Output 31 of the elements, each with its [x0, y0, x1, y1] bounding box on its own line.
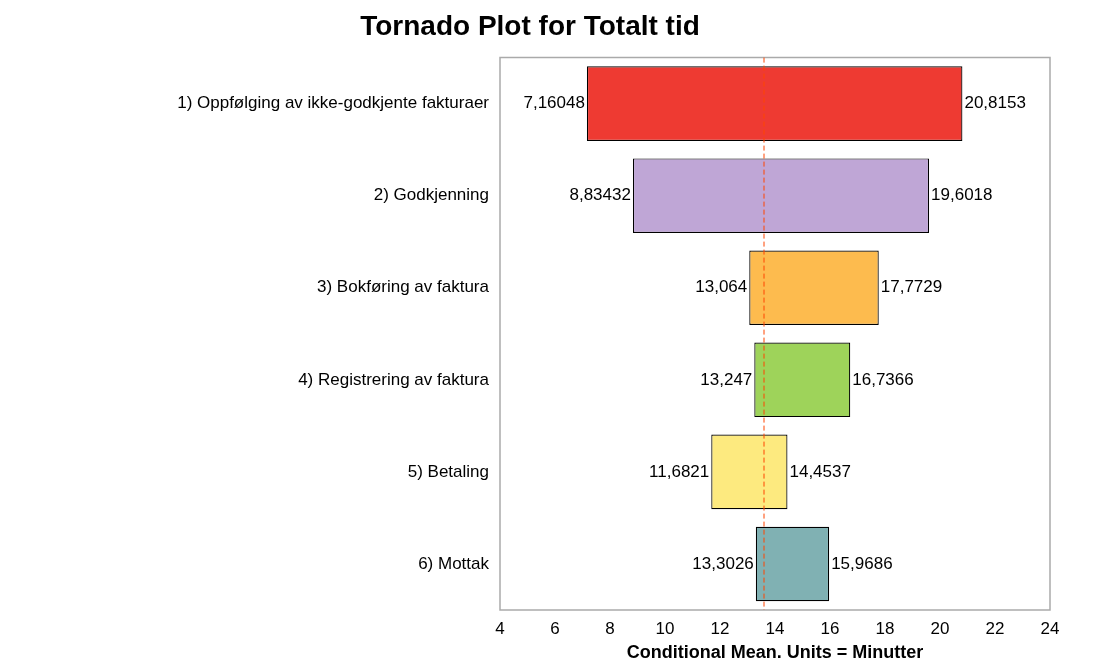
y-tick-label: 2) Godkjenning [373, 185, 489, 205]
x-tick-label: 14 [765, 618, 785, 638]
annotation: 14,4537 [789, 461, 851, 481]
y-tick-label: 1) Oppfølging av ikke-godkjente fakturaer [177, 93, 490, 113]
annotation: 13,064 [695, 277, 748, 297]
annotation: 16,7366 [852, 369, 914, 389]
x-axis-title: Conditional Mean. Units = Minutter [626, 642, 924, 663]
x-tick-label: 10 [655, 618, 675, 638]
x-tick-label: 4 [495, 618, 505, 638]
y-tick-label: 4) Registrering av faktura [298, 369, 490, 389]
annotation: 7,16048 [523, 93, 585, 113]
y-tick-label: 3) Bokføring av faktura [317, 277, 490, 297]
chart-title: Tornado Plot for Totalt tid [360, 9, 700, 41]
annotation: 13,247 [700, 369, 753, 389]
annotation: 17,7729 [880, 277, 943, 297]
x-tick-label: 6 [550, 618, 560, 638]
x-tick-label: 22 [985, 618, 1005, 638]
y-tick-label: 6) Mottak [418, 553, 490, 573]
annotation: 20,8153 [964, 93, 1026, 113]
x-tick-label: 18 [875, 618, 895, 638]
x-tick-label: 20 [930, 618, 950, 638]
x-tick-label: 16 [820, 618, 840, 638]
x-tick-label: 12 [710, 618, 730, 638]
annotation: 13,3026 [692, 553, 754, 573]
annotation: 19,6018 [931, 185, 993, 205]
annotation: 15,9686 [831, 553, 893, 573]
annotation: 11,6821 [649, 461, 710, 481]
x-tick-label: 8 [605, 618, 615, 638]
x-tick-label: 24 [1040, 618, 1060, 638]
y-tick-label: 5) Betaling [407, 461, 489, 481]
annotation: 8,83432 [569, 185, 631, 205]
